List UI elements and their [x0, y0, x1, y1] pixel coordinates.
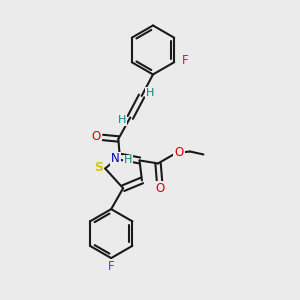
Text: H: H: [146, 88, 154, 98]
Text: F: F: [182, 54, 189, 67]
Text: O: O: [155, 182, 165, 195]
Text: N: N: [111, 152, 120, 166]
Text: H: H: [118, 116, 126, 125]
Text: H: H: [124, 155, 132, 166]
Text: O: O: [174, 146, 184, 159]
Text: S: S: [94, 161, 103, 174]
Text: F: F: [108, 260, 115, 273]
Text: O: O: [92, 130, 101, 143]
